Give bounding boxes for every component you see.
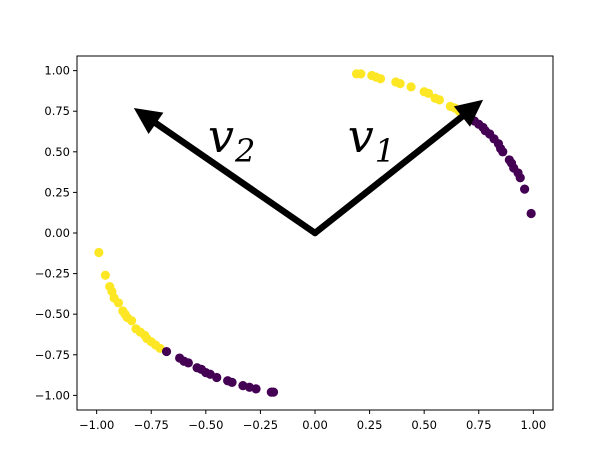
scatter-point: [113, 298, 124, 308]
scatter-point: [356, 69, 366, 79]
y-tick-label: 1.00: [44, 64, 70, 78]
x-tick-label: 0.25: [357, 418, 383, 432]
scatter-point: [515, 173, 525, 183]
scatter-point: [526, 208, 536, 219]
y-tick-label: −0.25: [35, 267, 70, 281]
y-tick-label: −0.50: [35, 307, 70, 321]
scatter-point: [395, 79, 405, 89]
scatter-point: [268, 387, 279, 397]
y-tick-label: 0.50: [44, 145, 70, 159]
x-tick-label: 0.50: [411, 418, 437, 432]
scatter-point: [520, 184, 530, 194]
vector-1-arrowhead: [453, 99, 484, 127]
ticks-layer: [73, 70, 534, 414]
scatter-point: [406, 82, 416, 92]
scatter-point: [251, 384, 261, 394]
y-tick-label: 0.00: [44, 226, 70, 240]
vector-2-arrowhead: [133, 108, 164, 134]
x-tick-label: −0.25: [243, 418, 278, 432]
scatter-point: [126, 316, 137, 326]
scatter-point: [423, 88, 434, 98]
vector-1-subscript: 1: [375, 132, 395, 170]
x-tick-label: 0.00: [302, 418, 328, 432]
scatter-point: [212, 372, 222, 383]
scatter-point: [100, 270, 110, 280]
scatter-point: [161, 346, 172, 357]
y-tick-label: −1.00: [35, 388, 70, 402]
x-tick-label: 1.00: [521, 418, 547, 432]
scatter-point: [434, 95, 445, 105]
vector-2-subscript: 2: [234, 132, 255, 170]
scatter-point: [498, 147, 508, 157]
x-tick-label: 0.75: [466, 418, 492, 432]
scatter-point: [227, 377, 237, 387]
vector-2-shaft: [151, 118, 319, 237]
y-tick-label: −0.75: [35, 348, 70, 362]
vector-1-shaft: [311, 112, 467, 237]
scatter-point: [94, 247, 104, 258]
scatter-point: [183, 358, 193, 368]
x-tick-label: −0.50: [188, 418, 223, 432]
scatter-point: [375, 74, 386, 84]
labels-layer: −1.00 −0.75 −0.50 −0.25 0.00 0.25 0.50 0.75 1.00…: [35, 64, 546, 432]
x-tick-label: −0.75: [134, 418, 169, 432]
y-tick-label: 0.75: [44, 104, 70, 118]
x-tick-label: −1.00: [79, 418, 114, 432]
y-tick-label: 0.25: [44, 185, 70, 199]
